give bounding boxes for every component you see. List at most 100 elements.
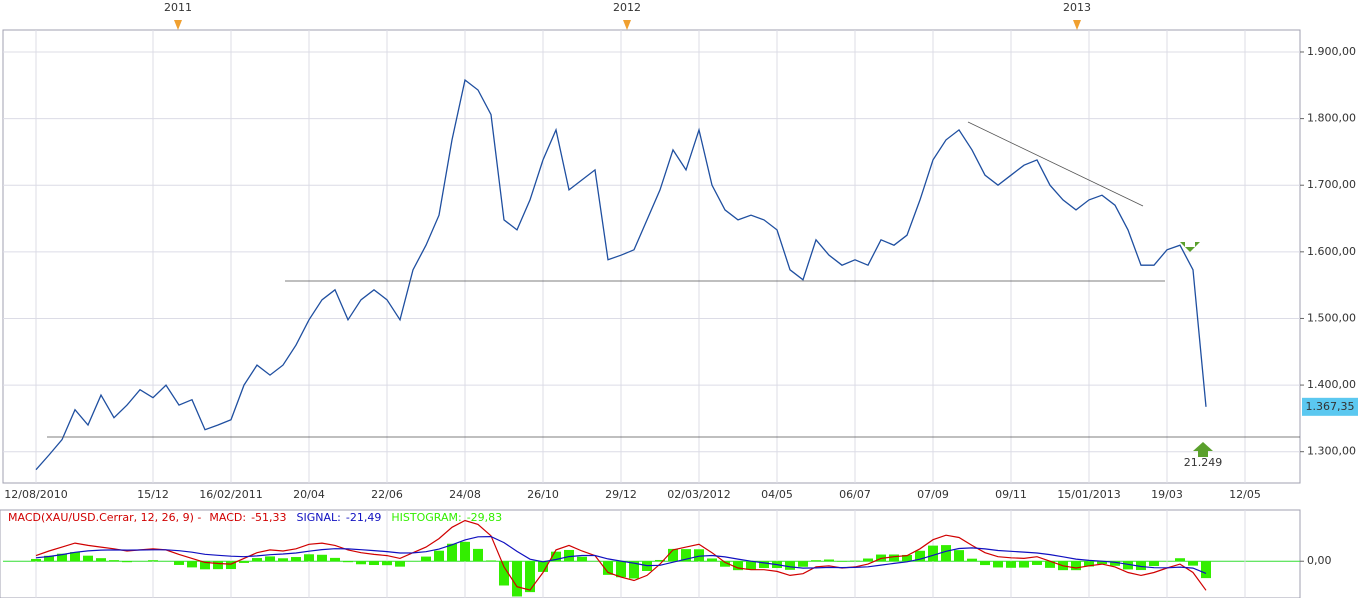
- histogram-bar: [954, 550, 964, 562]
- histogram-bar: [512, 561, 522, 597]
- legend-value: -21,49: [346, 511, 381, 524]
- histogram-bar: [278, 558, 288, 562]
- legend-entry: MACD:: [209, 511, 246, 524]
- histogram-bar: [434, 550, 444, 562]
- histogram-bar: [96, 558, 106, 562]
- x-tick-label: 12/05: [1229, 488, 1261, 501]
- histogram-bar: [785, 561, 795, 570]
- histogram-bar: [551, 551, 561, 562]
- period-label: 2013: [1063, 1, 1091, 14]
- histogram-bar: [1045, 561, 1055, 568]
- y-tick-label: 1.500,00: [1307, 311, 1356, 324]
- legend-value: -29,83: [467, 511, 502, 524]
- period-marker: [174, 20, 182, 30]
- y-tick-label: 1.300,00: [1307, 445, 1356, 458]
- histogram-bar: [707, 558, 717, 562]
- histogram-bar: [382, 561, 392, 566]
- histogram-bar: [70, 552, 80, 562]
- histogram-bar: [1032, 561, 1042, 565]
- histogram-bar: [850, 560, 860, 562]
- macd-legend: MACD(XAU/USD.Cerrar, 12, 26, 9) - MACD: -5…: [8, 511, 502, 524]
- signal-arrow-up: [1193, 442, 1213, 457]
- period-marker: [1073, 20, 1081, 30]
- histogram-bar: [1084, 561, 1094, 567]
- histogram-bar: [31, 558, 41, 562]
- price-line: [35, 78, 1207, 471]
- histogram-bar: [356, 561, 366, 565]
- x-tick-label: 29/12: [605, 488, 637, 501]
- histogram-bar: [1201, 561, 1211, 579]
- histogram-bar: [720, 561, 730, 567]
- x-tick-label: 19/03: [1151, 488, 1183, 501]
- period-label: 2012: [613, 1, 641, 14]
- x-tick-label: 06/07: [839, 488, 871, 501]
- histogram-bar: [980, 561, 990, 566]
- y-tick-label: 1.800,00: [1307, 112, 1356, 125]
- histogram-bar: [915, 550, 925, 562]
- y-tick-label: 1.700,00: [1307, 178, 1356, 191]
- histogram-bar: [577, 556, 587, 562]
- indicator-line: [35, 519, 1207, 591]
- x-tick-label: 09/11: [995, 488, 1027, 501]
- histogram-bar: [44, 555, 54, 562]
- price-frame: [2, 29, 1301, 484]
- histogram-bar: [187, 561, 197, 568]
- histogram-bar: [967, 558, 977, 562]
- histogram-bar: [148, 560, 158, 562]
- histogram-bar: [200, 561, 210, 570]
- histogram-bar: [746, 561, 756, 570]
- histogram-bar: [902, 554, 912, 562]
- histogram-bar: [941, 545, 951, 562]
- histogram-bar: [499, 561, 509, 586]
- histogram-bar: [239, 561, 249, 563]
- x-tick-label: 15/12: [137, 488, 169, 501]
- y-tick-label: 1.900,00: [1307, 45, 1356, 58]
- histogram-bar: [1110, 561, 1120, 566]
- x-tick-label: 16/02/2011: [199, 488, 262, 501]
- marks: [31, 78, 1211, 597]
- histogram-bar: [733, 561, 743, 571]
- histogram-bar: [447, 543, 457, 562]
- y-tick-label: 0,00: [1307, 554, 1332, 567]
- signal-arrow-down: [1180, 242, 1200, 252]
- histogram-bar: [395, 561, 405, 567]
- histogram-bar: [1019, 561, 1029, 568]
- histogram-bar: [928, 545, 938, 562]
- histogram-bar: [317, 554, 327, 562]
- x-tick-label: 20/04: [293, 488, 325, 501]
- macd-title: MACD(XAU/USD.Cerrar, 12, 26, 9) -: [8, 511, 201, 524]
- histogram-bar: [213, 561, 223, 570]
- histogram-bar: [863, 558, 873, 562]
- histogram-bar: [824, 559, 834, 562]
- histogram-bar: [122, 561, 132, 563]
- histogram-bar: [1188, 561, 1198, 566]
- histogram-bar: [369, 561, 379, 566]
- histogram-bar: [811, 560, 821, 562]
- x-tick-label: 02/03/2012: [667, 488, 730, 501]
- macd-frame: [0, 509, 1301, 598]
- last-price-box: [1302, 397, 1358, 416]
- histogram-bar: [1136, 561, 1146, 571]
- histogram-bar: [759, 561, 769, 569]
- trend-line: [967, 121, 1144, 207]
- histogram-bar: [460, 541, 470, 562]
- histogram-bar: [1175, 558, 1185, 562]
- legend-entry: SIGNAL:: [297, 511, 341, 524]
- indicator-line: [35, 535, 1207, 574]
- histogram-bar: [1097, 561, 1107, 565]
- histogram-bar: [525, 561, 535, 593]
- histogram-bar: [564, 549, 574, 562]
- histogram-bar: [109, 560, 119, 562]
- period-label: 2011: [164, 1, 192, 14]
- histogram-bar: [538, 561, 548, 572]
- x-tick-label: 15/01/2013: [1057, 488, 1120, 501]
- histogram-bar: [57, 553, 67, 562]
- x-tick-label: 22/06: [371, 488, 403, 501]
- histogram-bar: [603, 561, 613, 575]
- histogram-bar: [174, 561, 184, 565]
- period-marker: [623, 20, 631, 30]
- x-tick-label: 26/10: [527, 488, 559, 501]
